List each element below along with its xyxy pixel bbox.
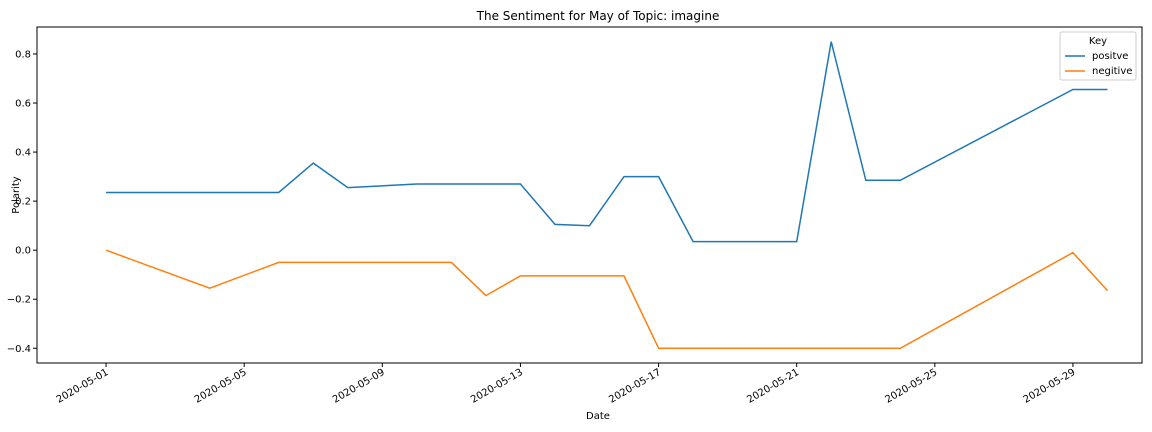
x-axis-title: Date bbox=[586, 411, 610, 422]
series-line-negitive bbox=[105, 249, 1109, 350]
series-line-positve bbox=[106, 41, 1108, 243]
y-tick-label: 0.4 bbox=[15, 148, 31, 159]
y-tick-label: 0.0 bbox=[15, 246, 31, 257]
y-tick-label: 0.2 bbox=[15, 197, 31, 208]
y-tick-label: 0.6 bbox=[15, 99, 31, 110]
y-axis: −0.4 −0.2 0.0 0.2 0.4 0.6 0.8 bbox=[7, 49, 37, 355]
y-tick-label: −0.4 bbox=[7, 344, 31, 355]
legend: Key positve negitive bbox=[1059, 31, 1137, 81]
y-tick-label: 0.8 bbox=[15, 49, 31, 60]
x-tick-label: 2020-05-29 bbox=[1022, 367, 1078, 406]
chart-title: The Sentiment for May of Topic: imagine bbox=[476, 9, 720, 23]
x-tick-label: 2020-05-25 bbox=[883, 367, 939, 406]
legend-label-negitive: negitive bbox=[1092, 66, 1132, 77]
x-tick-label: 2020-05-21 bbox=[745, 367, 801, 406]
y-axis-title: Polarity bbox=[11, 176, 22, 214]
x-tick-label: 2020-05-17 bbox=[607, 367, 663, 406]
x-tick-label: 2020-05-01 bbox=[55, 367, 111, 406]
x-tick-label: 2020-05-13 bbox=[469, 367, 525, 406]
x-tick-label: 2020-05-09 bbox=[331, 367, 387, 406]
x-tick-label: 2020-05-05 bbox=[193, 367, 249, 406]
plot-area bbox=[105, 41, 1109, 350]
plot-frame bbox=[36, 26, 1143, 364]
y-tick-label: −0.2 bbox=[7, 295, 31, 306]
legend-title: Key bbox=[1089, 36, 1107, 47]
x-axis: 2020-05-01 2020-05-05 2020-05-09 2020-05-13… bbox=[55, 363, 1078, 406]
legend-label-positve: positve bbox=[1092, 51, 1128, 62]
legend-box bbox=[1059, 31, 1137, 81]
